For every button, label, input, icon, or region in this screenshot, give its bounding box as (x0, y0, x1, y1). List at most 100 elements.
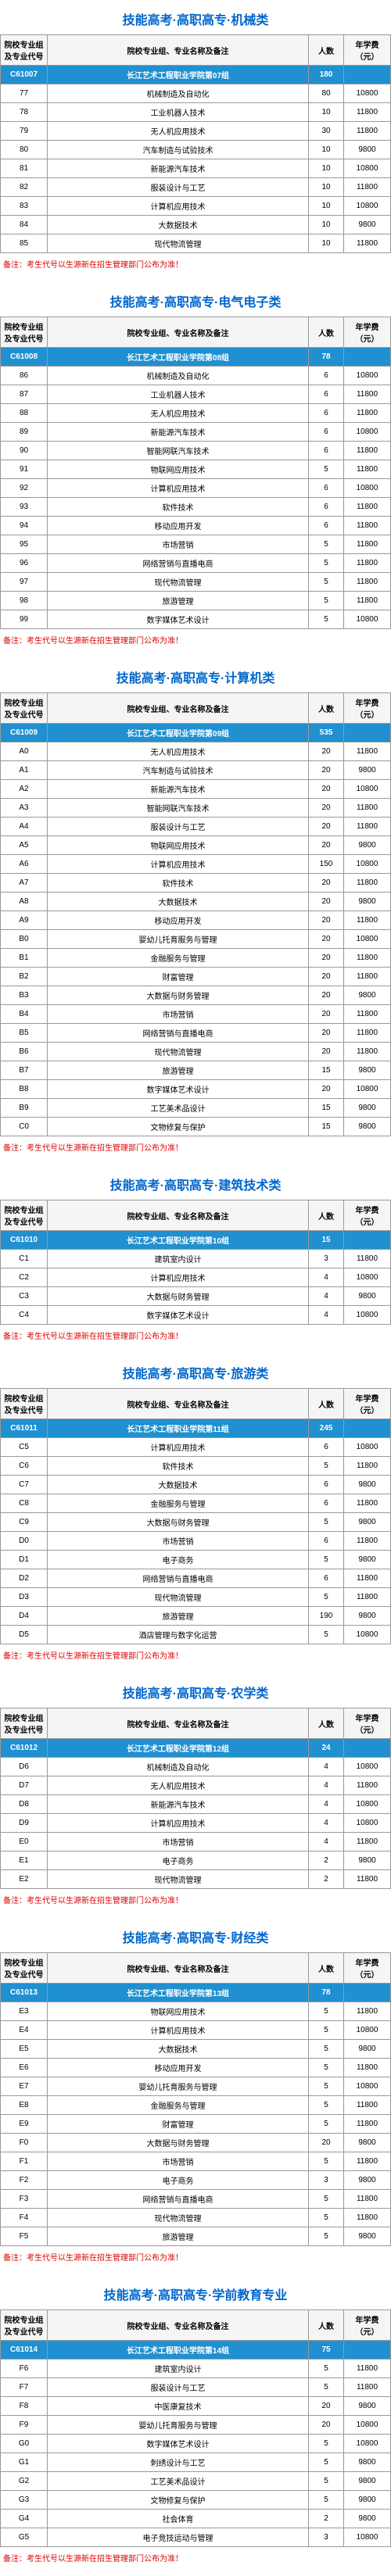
cell-code: E7 (1, 2077, 48, 2096)
cell-count: 10 (309, 178, 344, 197)
cell-name: 物联网应用技术 (48, 460, 309, 479)
header-cell: 院校专业组、专业名称及备注 (48, 317, 309, 348)
cell-fee: 10800 (344, 1306, 391, 1325)
table-row: 81新能源汽车技术1010800 (1, 159, 391, 178)
cell-fee: 9800 (344, 2397, 391, 2416)
cell-fee: 11800 (344, 1494, 391, 1513)
cell-code: B4 (1, 1005, 48, 1024)
cell-count: 10 (309, 234, 344, 253)
section-title: 技能高考·高职高专·农学类 (0, 1673, 391, 1708)
header-cell: 院校专业组 及专业代号 (1, 317, 48, 348)
table-row: B1金融服务与管理2011800 (1, 949, 391, 968)
cell-count: 20 (309, 893, 344, 911)
cell-count: 5 (309, 592, 344, 610)
cell-code: D1 (1, 1551, 48, 1569)
cell-count: 5 (309, 1513, 344, 1532)
cell-code: A3 (1, 799, 48, 818)
cell-code: A1 (1, 761, 48, 780)
cell-code: G2 (1, 2472, 48, 2491)
cell-count: 5 (309, 573, 344, 592)
cell-name: 汽车制造与试验技术 (48, 761, 309, 780)
table-row: B4市场营销2011800 (1, 1005, 391, 1024)
section-0: 技能高考·高职高专·机械类院校专业组 及专业代号院校专业组、专业名称及备注人数年… (0, 0, 391, 274)
cell-name: 计算机应用技术 (48, 197, 309, 216)
cell-fee: 11800 (344, 573, 391, 592)
cell-fee: 11800 (344, 1588, 391, 1607)
cell-count: 4 (309, 1306, 344, 1325)
cell-fee: 9800 (344, 2453, 391, 2472)
cell-count: 5 (309, 610, 344, 629)
cell-code: G4 (1, 2510, 48, 2528)
group-code: C61012 (1, 1739, 48, 1758)
cell-fee: 11800 (344, 554, 391, 573)
table-row: C9大数据与财务管理59800 (1, 1513, 391, 1532)
cell-code: A4 (1, 818, 48, 836)
table-row: F7服装设计与工艺511800 (1, 2378, 391, 2397)
cell-count: 15 (309, 1099, 344, 1118)
cell-name: 中医康复技术 (48, 2397, 309, 2416)
cell-count: 30 (309, 122, 344, 141)
table-row: G1刺绣设计与工艺59800 (1, 2453, 391, 2472)
cell-fee: 9800 (344, 836, 391, 855)
table-row: F4现代物流管理511800 (1, 2209, 391, 2227)
cell-name: 移动应用开发 (48, 517, 309, 535)
cell-code: C9 (1, 1513, 48, 1532)
cell-name: 计算机应用技术 (48, 479, 309, 498)
cell-name: 数字媒体艺术设计 (48, 610, 309, 629)
section-1: 技能高考·高职高专·电气电子类院校专业组 及专业代号院校专业组、专业名称及备注人… (0, 282, 391, 650)
table-row: 93软件技术611800 (1, 498, 391, 517)
table-row: D9计算机应用技术410800 (1, 1814, 391, 1833)
cell-name: 文物修复与保护 (48, 2491, 309, 2510)
cell-count: 5 (309, 2190, 344, 2209)
group-code: C61010 (1, 1231, 48, 1250)
cell-count: 3 (309, 2528, 344, 2547)
header-cell: 院校专业组 及专业代号 (1, 1200, 48, 1231)
cell-name: 机械制造及自动化 (48, 1758, 309, 1776)
cell-count: 20 (309, 761, 344, 780)
section-6: 技能高考·高职高专·财经类院校专业组 及专业代号院校专业组、专业名称及备注人数年… (0, 1918, 391, 2267)
cell-fee: 9800 (344, 2171, 391, 2190)
cell-count: 5 (309, 1457, 344, 1476)
table-row: D4旅游管理1909800 (1, 1607, 391, 1626)
header-cell: 院校专业组、专业名称及备注 (48, 693, 309, 724)
cell-code: C0 (1, 1118, 48, 1136)
table-row: B9工艺美术品设计159800 (1, 1099, 391, 1118)
cell-code: G5 (1, 2528, 48, 2547)
cell-count: 4 (309, 1758, 344, 1776)
group-count: 78 (309, 348, 344, 367)
cell-fee: 11800 (344, 874, 391, 893)
cell-count: 4 (309, 1776, 344, 1795)
group-code: C61013 (1, 1984, 48, 2002)
cell-fee: 10800 (344, 1438, 391, 1457)
table-row: 77机械制造及自动化8010800 (1, 84, 391, 103)
cell-fee: 10800 (344, 780, 391, 799)
table-row: B0婴幼儿托育服务与管理2010800 (1, 930, 391, 949)
cell-fee: 11800 (344, 2002, 391, 2021)
cell-count: 10 (309, 141, 344, 159)
cell-code: A2 (1, 780, 48, 799)
cell-count: 20 (309, 874, 344, 893)
cell-fee: 11800 (344, 442, 391, 460)
cell-count: 6 (309, 442, 344, 460)
group-name: 长江艺术工程职业学院第09组 (48, 724, 309, 742)
cell-fee: 10800 (344, 423, 391, 442)
cell-count: 20 (309, 930, 344, 949)
cell-fee: 10800 (344, 367, 391, 385)
cell-name: 财富管理 (48, 2115, 309, 2134)
cell-code: 90 (1, 442, 48, 460)
header-cell: 院校专业组 及专业代号 (1, 2310, 48, 2341)
table-row: B7旅游管理159800 (1, 1061, 391, 1080)
cell-fee: 11800 (344, 385, 391, 404)
group-fee (344, 2341, 391, 2360)
cell-name: 软件技术 (48, 1457, 309, 1476)
table-row: C0文物修复与保护159800 (1, 1118, 391, 1136)
header-cell: 院校专业组 及专业代号 (1, 693, 48, 724)
table-row: C5计算机应用技术610800 (1, 1438, 391, 1457)
group-count: 78 (309, 1984, 344, 2002)
group-name: 长江艺术工程职业学院第10组 (48, 1231, 309, 1250)
cell-fee: 11800 (344, 103, 391, 122)
cell-count: 5 (309, 2040, 344, 2059)
note-text: 备注：考生代号以生源新在招生管理部门公布为准！ (0, 1889, 391, 1910)
cell-fee: 10800 (344, 1814, 391, 1833)
cell-code: B6 (1, 1043, 48, 1061)
